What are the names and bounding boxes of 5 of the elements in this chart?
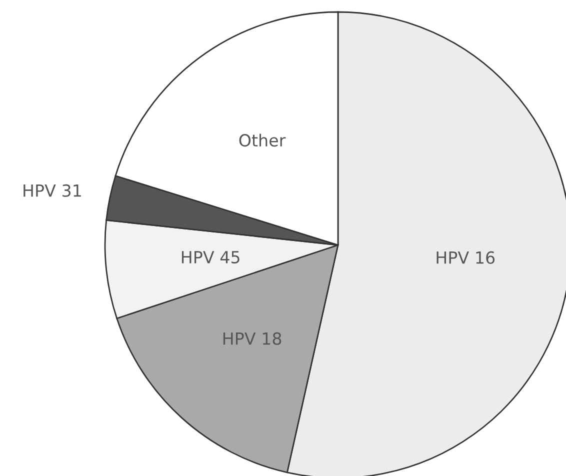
slice-label: Other [239, 134, 286, 147]
slice-label: HPV 31 [24, 184, 81, 197]
slice-label: HPV 45 [182, 251, 240, 264]
slice-label: HPV 16 [436, 251, 495, 264]
slice-label: HPV 18 [223, 332, 282, 345]
